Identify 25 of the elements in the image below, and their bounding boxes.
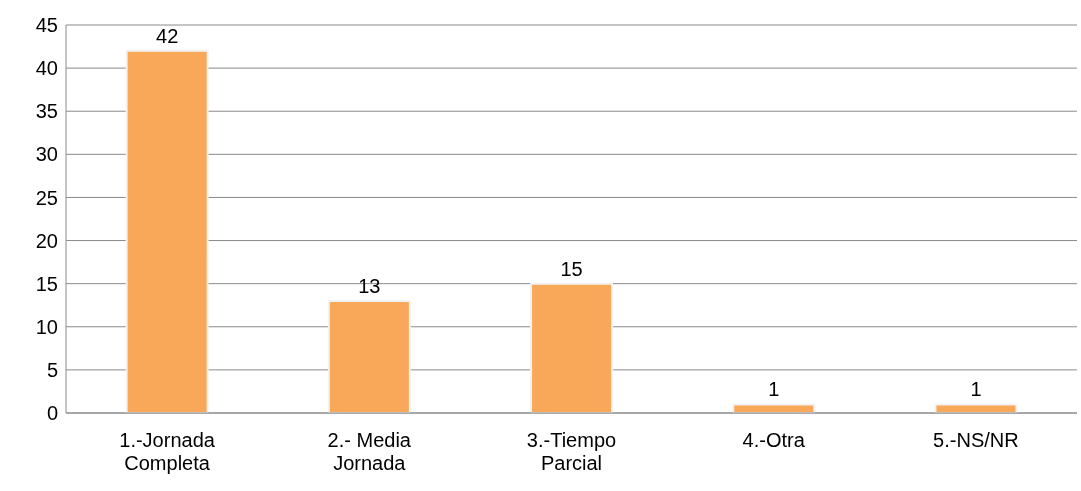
y-tick-label: 10 [35, 315, 58, 338]
x-tick-label: 1.-Jornada Completa [119, 429, 216, 474]
y-tick-label: 15 [35, 272, 58, 295]
data-label: 1 [970, 378, 982, 401]
y-tick-label: 30 [35, 143, 58, 166]
bar [530, 282, 614, 413]
y-tick-label: 25 [35, 186, 58, 209]
y-tick-label: 5 [46, 358, 58, 381]
y-tick-label: 40 [35, 57, 58, 80]
bar [934, 403, 1018, 413]
data-label: 42 [156, 24, 179, 47]
y-tick-label: 0 [46, 402, 58, 425]
bar [732, 403, 816, 413]
x-tick-label: 3.-Tiempo Parcial [526, 429, 617, 474]
x-tick-label: 5.-NS/NR [933, 429, 1019, 451]
x-tick-label: 2.- Media Jornada [327, 429, 412, 474]
bar [327, 299, 411, 413]
bar [125, 49, 209, 413]
x-tick-label: 4.-Otra [742, 429, 806, 451]
y-tick-label: 35 [35, 100, 58, 123]
data-label: 1 [768, 378, 780, 401]
data-label: 15 [560, 257, 583, 280]
y-tick-label: 45 [35, 14, 58, 37]
data-label: 13 [358, 274, 381, 297]
y-tick-label: 20 [35, 229, 58, 252]
